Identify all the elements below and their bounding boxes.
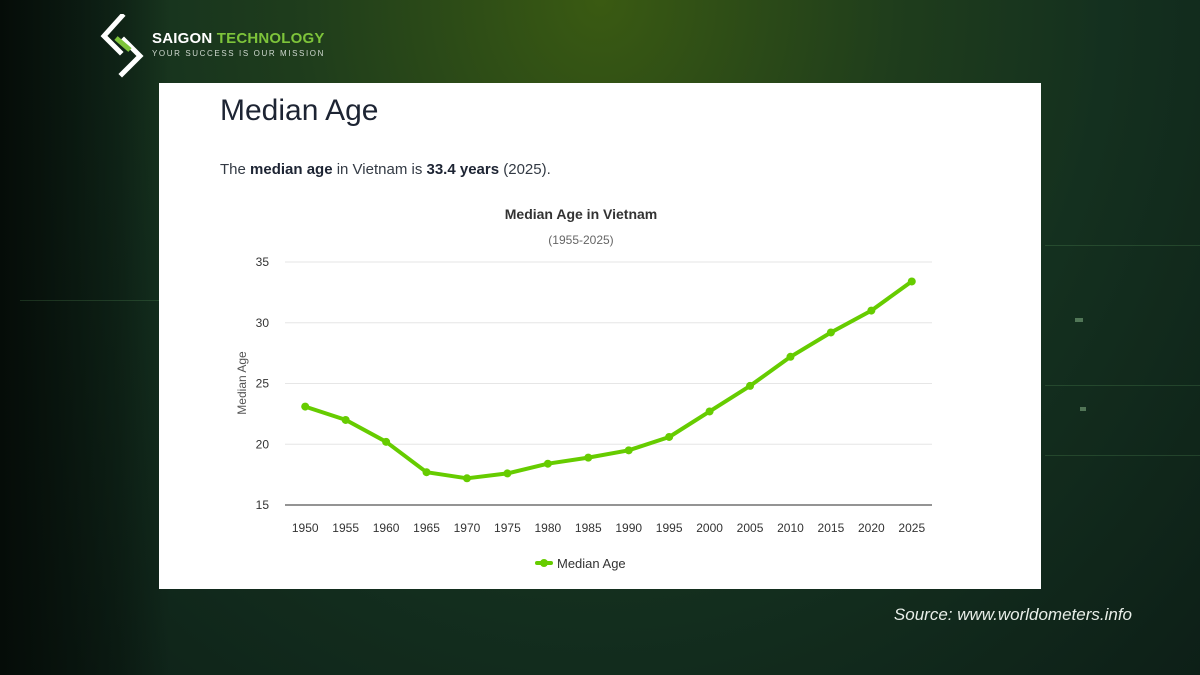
y-axis-label: Median Age bbox=[235, 351, 249, 415]
y-tick-label: 15 bbox=[256, 498, 270, 512]
data-point bbox=[543, 459, 552, 468]
y-tick-label: 30 bbox=[256, 316, 270, 330]
x-tick-label: 2005 bbox=[737, 521, 764, 535]
summary-prefix: The bbox=[220, 161, 251, 178]
data-point bbox=[826, 328, 835, 337]
x-tick-label: 1965 bbox=[413, 521, 440, 535]
data-point bbox=[867, 306, 876, 315]
left-shade bbox=[0, 0, 170, 675]
x-tick-label: 1990 bbox=[615, 521, 642, 535]
y-tick-label: 35 bbox=[256, 255, 270, 269]
data-point bbox=[907, 277, 916, 286]
data-point bbox=[341, 415, 350, 424]
decor-dot bbox=[1075, 318, 1083, 322]
x-tick-label: 1955 bbox=[332, 521, 359, 535]
brand-mark-icon bbox=[100, 14, 144, 78]
decor-streak bbox=[1045, 245, 1200, 246]
legend-label: Median Age bbox=[557, 556, 626, 571]
data-point bbox=[705, 407, 714, 416]
median-age-chart: Median Age in Vietnam(1955-2025)15202530… bbox=[235, 206, 932, 571]
x-tick-label: 1950 bbox=[292, 521, 319, 535]
page-title: Median Age bbox=[220, 94, 379, 127]
x-tick-label: 2010 bbox=[777, 521, 804, 535]
x-tick-label: 1970 bbox=[454, 521, 481, 535]
brand-tagline: YOUR SUCCESS IS OUR MISSION bbox=[152, 49, 325, 58]
brand-logo: SAIGON TECHNOLOGY YOUR SUCCESS IS OUR MI… bbox=[100, 14, 340, 78]
x-tick-label: 1980 bbox=[534, 521, 561, 535]
summary-bold-value: 33.4 years bbox=[426, 161, 500, 178]
summary-bold-metric: median age bbox=[250, 161, 333, 178]
summary-suffix: (2025). bbox=[499, 161, 551, 178]
x-tick-label: 2020 bbox=[858, 521, 885, 535]
decor-streak bbox=[1045, 385, 1200, 386]
brand-name-part2: TECHNOLOGY bbox=[216, 30, 325, 47]
x-tick-label: 2015 bbox=[818, 521, 845, 535]
legend-marker bbox=[540, 559, 548, 567]
source-credit: Source: www.worldometers.info bbox=[893, 605, 1132, 624]
decor-streak bbox=[1045, 455, 1200, 456]
x-tick-label: 1985 bbox=[575, 521, 602, 535]
chart-subtitle: (1955-2025) bbox=[548, 233, 613, 247]
data-point bbox=[382, 437, 391, 446]
chart-title: Median Age in Vietnam bbox=[505, 206, 657, 222]
data-point bbox=[624, 446, 633, 455]
brand-name-part1: SAIGON bbox=[152, 30, 213, 47]
y-tick-label: 20 bbox=[256, 437, 270, 451]
y-tick-label: 25 bbox=[256, 377, 270, 391]
data-point bbox=[503, 469, 512, 478]
x-tick-label: 1975 bbox=[494, 521, 521, 535]
series-line bbox=[303, 279, 914, 481]
data-point bbox=[786, 352, 795, 361]
data-point bbox=[746, 381, 755, 390]
decor-streak bbox=[20, 300, 220, 301]
x-tick-label: 1995 bbox=[656, 521, 683, 535]
x-tick-label: 2025 bbox=[898, 521, 925, 535]
summary-middle: in Vietnam is bbox=[332, 161, 427, 178]
data-point bbox=[422, 468, 431, 477]
brand-name: SAIGON TECHNOLOGY bbox=[152, 30, 325, 47]
content-card: Median Age The median age in Vietnam is … bbox=[159, 83, 1041, 589]
data-point bbox=[462, 474, 471, 483]
data-point bbox=[301, 402, 310, 411]
summary-text: The median age in Vietnam is 33.4 years … bbox=[220, 161, 551, 178]
data-point bbox=[584, 453, 593, 462]
x-tick-label: 2000 bbox=[696, 521, 723, 535]
x-tick-label: 1960 bbox=[373, 521, 400, 535]
data-point bbox=[665, 432, 674, 441]
decor-dot bbox=[1080, 407, 1086, 411]
